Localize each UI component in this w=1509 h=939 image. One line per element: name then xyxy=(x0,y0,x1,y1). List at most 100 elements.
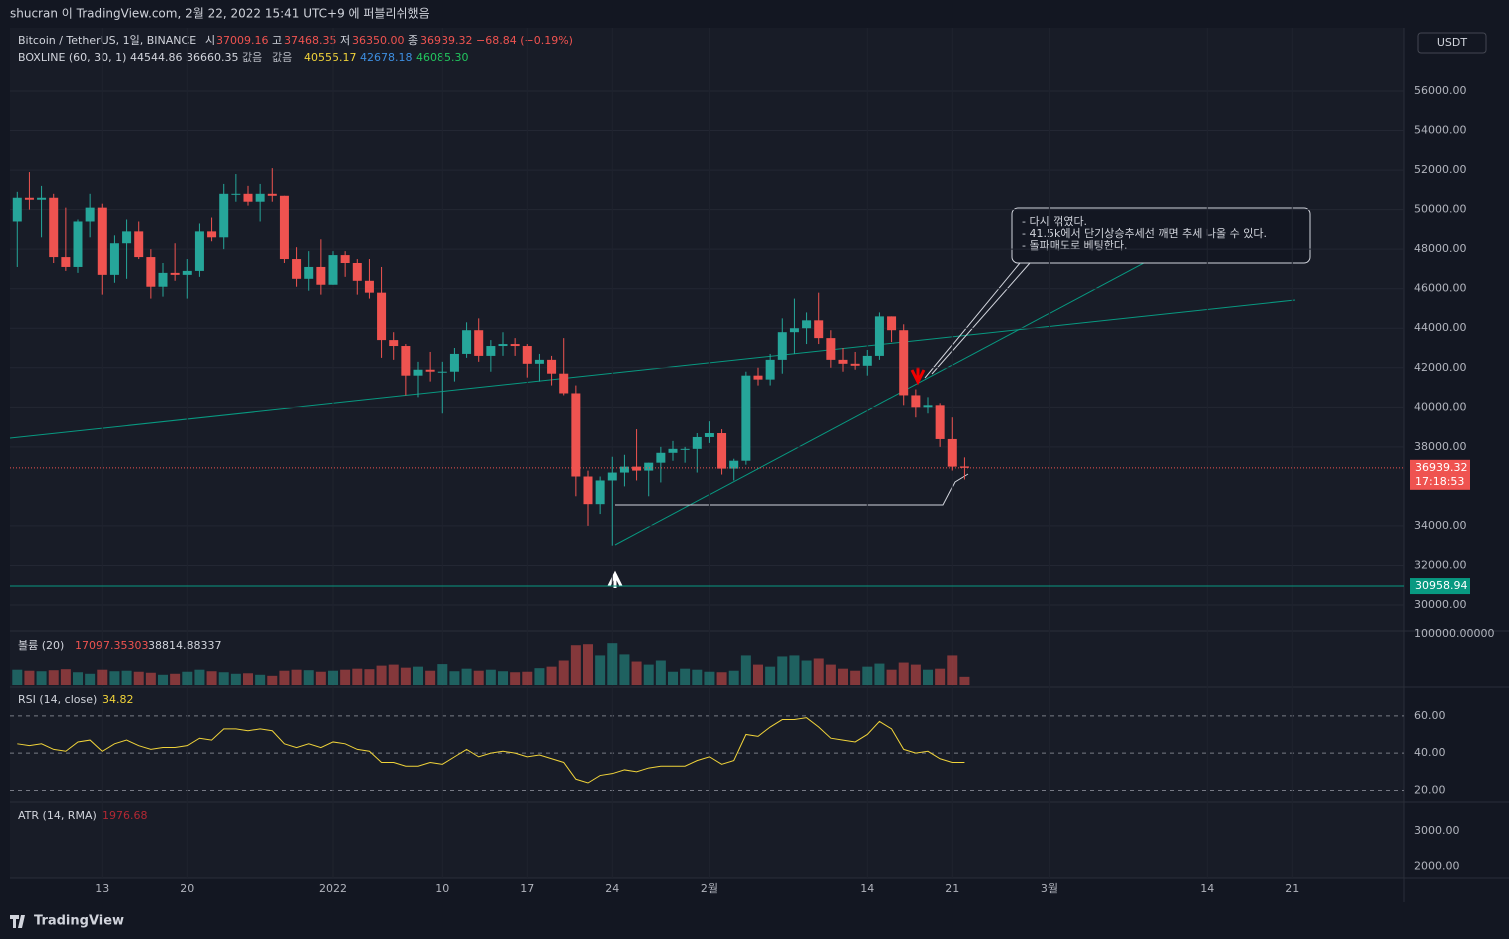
candle-body xyxy=(547,359,557,374)
candle-body xyxy=(340,255,350,263)
volume-bar xyxy=(680,668,691,685)
volume-bar xyxy=(315,671,326,685)
y-tick-label: 46000.00 xyxy=(1414,282,1467,295)
y-tick-label: 30000.00 xyxy=(1414,598,1467,611)
h-label: 고 xyxy=(272,34,282,47)
candle-body xyxy=(377,292,387,341)
candle-body xyxy=(826,338,836,360)
candle-body xyxy=(243,193,253,202)
candle-body xyxy=(61,257,71,267)
volume-bar xyxy=(546,666,557,685)
volume-v1: 17097.35303 xyxy=(75,639,148,652)
y-tick-label: 40000.00 xyxy=(1414,400,1467,413)
boxline-v: 값음 xyxy=(272,51,292,64)
candle-body xyxy=(486,346,496,356)
candle-body xyxy=(583,476,593,505)
y-tick-label: 40.00 xyxy=(1414,746,1446,759)
candle-body xyxy=(158,272,168,287)
volume-bar xyxy=(243,673,253,685)
o-label: 시 xyxy=(205,34,215,47)
x-tick-label: 13 xyxy=(95,882,109,895)
y-tick-label: 48000.00 xyxy=(1414,242,1467,255)
y-tick-label: 32000.00 xyxy=(1414,558,1467,571)
volume-bar xyxy=(85,673,96,685)
change: −68.84 (−0.19%) xyxy=(476,34,573,47)
x-tick-label: 21 xyxy=(1285,882,1299,895)
x-tick-label: 14 xyxy=(1200,882,1214,895)
volume-bar xyxy=(388,664,399,685)
volume-bar xyxy=(425,670,436,685)
y-tick-label: 42000.00 xyxy=(1414,361,1467,374)
volume-v2: 38814.88337 xyxy=(148,639,221,652)
rsi-last: 34.82 xyxy=(102,693,134,706)
candle-body xyxy=(692,436,702,449)
volume-bar xyxy=(692,669,703,685)
candle-body xyxy=(947,438,957,467)
candle-body xyxy=(462,330,472,354)
x-tick-label: 20 xyxy=(180,882,194,895)
last-price: 36939.32 xyxy=(1415,461,1468,474)
volume-bar xyxy=(340,669,351,685)
volume-bar xyxy=(230,673,241,685)
candle-body xyxy=(753,375,763,380)
volume-bar xyxy=(570,645,581,685)
candle-body xyxy=(729,460,739,469)
boxline-v: 44544.86 xyxy=(130,51,183,64)
volume-bar xyxy=(923,669,933,685)
candle-body xyxy=(194,231,204,271)
candle-body xyxy=(717,433,727,469)
callout-pointer xyxy=(924,262,1031,379)
volume-bar xyxy=(291,669,302,685)
boxline: BOXLINE (60, 30, 1) xyxy=(18,51,126,64)
candle-body xyxy=(741,375,751,461)
legend: Bitcoin / TetherUS, 1일, BINANCE 시 37009.… xyxy=(18,33,573,64)
candle-body xyxy=(899,330,909,396)
volume-bar xyxy=(473,670,484,685)
currency[interactable]: USDT xyxy=(1437,36,1468,49)
x-tick-label: 3월 xyxy=(1041,882,1058,895)
volume-bar xyxy=(765,666,776,685)
candle-body xyxy=(219,193,229,238)
candle-body xyxy=(571,393,581,477)
box-line xyxy=(615,473,969,506)
candle-body xyxy=(656,452,666,463)
volume-bar xyxy=(789,655,800,685)
y-tick-label: 3000.00 xyxy=(1414,824,1460,837)
annotation-line: - 다시 꺾였다. xyxy=(1022,215,1087,228)
candle-body xyxy=(619,466,629,473)
y-tick-label: 50000.00 xyxy=(1414,203,1467,216)
candle-body xyxy=(24,197,34,200)
trendline xyxy=(9,299,1296,439)
volume-bar xyxy=(838,668,848,685)
candle-body xyxy=(316,266,326,285)
volume-bar xyxy=(24,670,35,685)
volume-bar xyxy=(279,670,290,685)
volume-bar xyxy=(874,663,885,685)
boxline-v: 값음 xyxy=(242,51,262,64)
trendline xyxy=(614,247,1173,546)
rsi-name: RSI (14, close) xyxy=(18,693,97,706)
annotation-line: - 41.5k에서 단기상승추세선 깨면 추세 나올 수 있다. xyxy=(1022,227,1267,240)
atr-last: 1976.68 xyxy=(102,809,148,822)
volume-bar xyxy=(109,671,120,685)
candle-body xyxy=(765,359,775,380)
volume-bar xyxy=(728,670,739,685)
x-tick-label: 2월 xyxy=(701,882,718,895)
candle-body xyxy=(802,320,812,329)
candle-body xyxy=(97,207,107,275)
volume-bar xyxy=(352,668,363,685)
volume-bar xyxy=(218,672,229,685)
currency-box[interactable] xyxy=(1417,32,1487,54)
volume-bar xyxy=(631,661,642,685)
volume-bar xyxy=(898,662,909,685)
candle-body xyxy=(413,369,423,376)
volume-bar xyxy=(376,665,387,685)
candle-body xyxy=(37,197,47,200)
volume-bar xyxy=(753,664,763,685)
volume-bar xyxy=(668,671,678,685)
hline-label: 30958.94 xyxy=(1415,579,1468,592)
volume-bar xyxy=(145,672,156,685)
candle-body xyxy=(704,433,714,437)
volume-bar xyxy=(655,660,666,685)
